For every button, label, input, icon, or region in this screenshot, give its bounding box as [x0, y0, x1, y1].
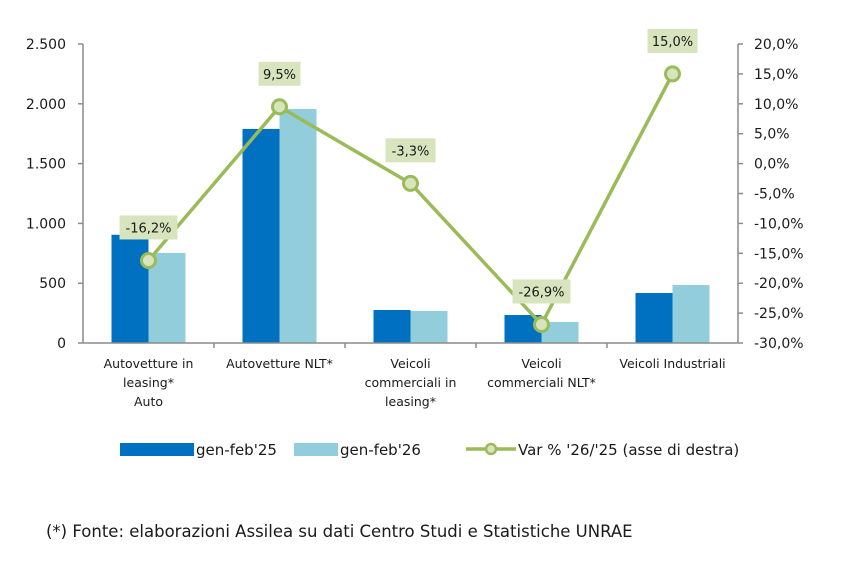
- right-axis-tick-label: -25,0%: [754, 306, 804, 322]
- right-axis-tick-label: 5,0%: [754, 127, 790, 143]
- bar-gen-feb-26: [672, 284, 710, 343]
- right-axis-tick-label: 0,0%: [754, 157, 790, 173]
- data-label: 15,0%: [652, 35, 693, 50]
- legend-label: gen-feb'26: [340, 441, 421, 459]
- var-line: [147, 73, 675, 327]
- legend-swatch-gen-feb-26: [294, 443, 338, 456]
- right-axis-tick-label: -30,0%: [754, 336, 804, 352]
- left-axis-tick-label: 2.000: [26, 97, 66, 113]
- category-label: leasing*: [123, 375, 174, 390]
- var-marker: [533, 315, 550, 333]
- data-label: -16,2%: [126, 221, 172, 236]
- right-axis-tick-label: 10,0%: [754, 97, 798, 113]
- data-label-box: [119, 215, 178, 240]
- category-label: commerciali in: [365, 375, 457, 390]
- right-axis-tick-label: -15,0%: [754, 246, 804, 262]
- right-axis-tick-label: -5,0%: [754, 187, 795, 203]
- data-label: -26,9%: [519, 285, 565, 300]
- bar-gen-feb-25: [635, 293, 673, 343]
- bar-gen-feb-25: [111, 234, 149, 343]
- var-marker: [140, 251, 157, 269]
- data-label-box: [385, 138, 436, 163]
- category-label: Veicoli: [390, 356, 430, 371]
- bar-gen-feb-25: [373, 309, 411, 343]
- data-label-box: [512, 279, 571, 304]
- left-axis-tick-label: 500: [39, 276, 66, 292]
- legend-label: gen-feb'25: [196, 441, 277, 459]
- legend-swatch-gen-feb-25: [120, 443, 194, 456]
- category-label: commerciali NLT*: [487, 375, 596, 390]
- bar-gen-feb-26: [148, 252, 186, 343]
- var-marker: [271, 98, 288, 116]
- right-axis-tick-label: -20,0%: [754, 276, 804, 292]
- category-label: leasing*: [385, 394, 436, 409]
- data-label: 9,5%: [263, 68, 296, 83]
- bar-gen-feb-26: [279, 108, 317, 343]
- category-label: Auto: [134, 394, 163, 409]
- category-label: Autovetture NLT*: [226, 356, 333, 371]
- bar-gen-feb-26: [410, 310, 448, 343]
- data-label-box: [258, 61, 301, 86]
- legend-marker-swatch: [484, 442, 498, 456]
- left-axis-tick-label: 1.500: [26, 157, 66, 173]
- category-label: Autovetture in: [104, 356, 194, 371]
- right-axis-tick-label: -10,0%: [754, 216, 804, 232]
- data-label-box: [647, 28, 698, 53]
- var-marker: [402, 174, 419, 192]
- right-axis-tick-label: 15,0%: [754, 67, 798, 83]
- right-axis-tick-label: 20,0%: [754, 37, 798, 53]
- left-axis-tick-label: 1.000: [26, 216, 66, 232]
- left-axis-tick-label: 0: [57, 336, 66, 352]
- legend-label: Var % '26/'25 (asse di destra): [518, 441, 739, 459]
- category-label: Veicoli Industriali: [619, 356, 725, 371]
- footnote: (*) Fonte: elaborazioni Assilea su dati …: [46, 522, 633, 541]
- var-marker: [664, 65, 681, 83]
- left-axis-tick-label: 2.500: [26, 37, 66, 53]
- bar-gen-feb-25: [242, 128, 280, 343]
- data-label: -3,3%: [392, 144, 430, 159]
- category-label: Veicoli: [521, 356, 561, 371]
- bar-gen-feb-26: [541, 321, 579, 343]
